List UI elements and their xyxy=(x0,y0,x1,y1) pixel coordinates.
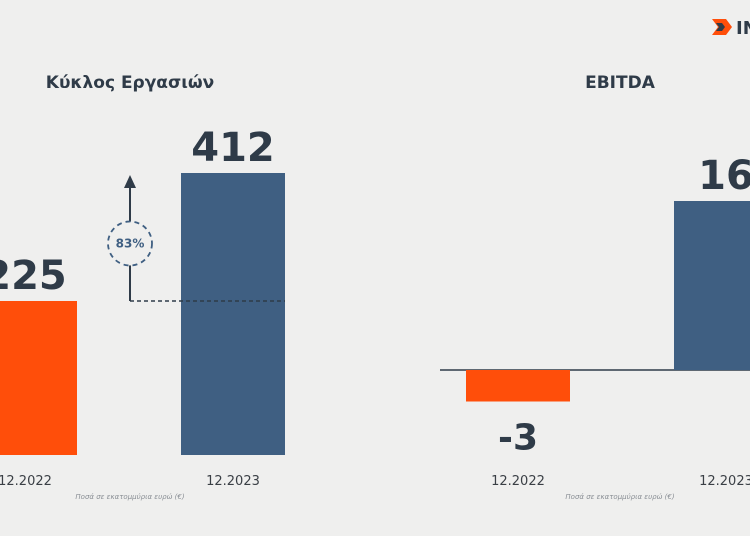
logo-icon-inner xyxy=(716,23,725,31)
revenue-value-2022: 225 xyxy=(0,253,67,299)
growth-arrowhead-icon xyxy=(124,175,136,188)
ebitda-category-2023: 12.2023 xyxy=(699,474,750,489)
revenue-value-2023: 412 xyxy=(191,125,275,171)
growth-badge xyxy=(107,220,153,267)
revenue-unit-note: Ποσά σε εκατομμύρια ευρώ (€) xyxy=(75,493,184,501)
ebitda-unit-note: Ποσά σε εκατομμύρια ευρώ (€) xyxy=(565,493,674,501)
ebitda-value-2022: -3 xyxy=(498,418,538,459)
revenue-bar-2022 xyxy=(0,300,77,455)
revenue-chart: Κύκλος Εργασιών 225 412 12.2022 12.2023 … xyxy=(0,73,285,501)
logo: IN xyxy=(712,18,750,39)
ebitda-category-2022: 12.2022 xyxy=(491,474,545,489)
ebitda-chart-title: EBITDA xyxy=(585,73,656,93)
revenue-growth-indicator: 83% xyxy=(107,175,285,302)
ebitda-chart: EBITDA -3 16 12.2022 12.2023 Ποσά σε εκα… xyxy=(440,73,750,501)
revenue-category-2022: 12.2022 xyxy=(0,474,52,489)
revenue-chart-title: Κύκλος Εργασιών xyxy=(46,73,214,93)
revenue-category-2023: 12.2023 xyxy=(206,474,260,489)
ebitda-bar-2023 xyxy=(674,201,750,370)
revenue-bar-2023 xyxy=(181,173,285,455)
growth-percent-label: 83% xyxy=(116,236,145,250)
logo-text: IN xyxy=(736,18,750,39)
ebitda-bar-2022 xyxy=(466,370,570,402)
ebitda-value-2023: 16 xyxy=(698,153,750,199)
